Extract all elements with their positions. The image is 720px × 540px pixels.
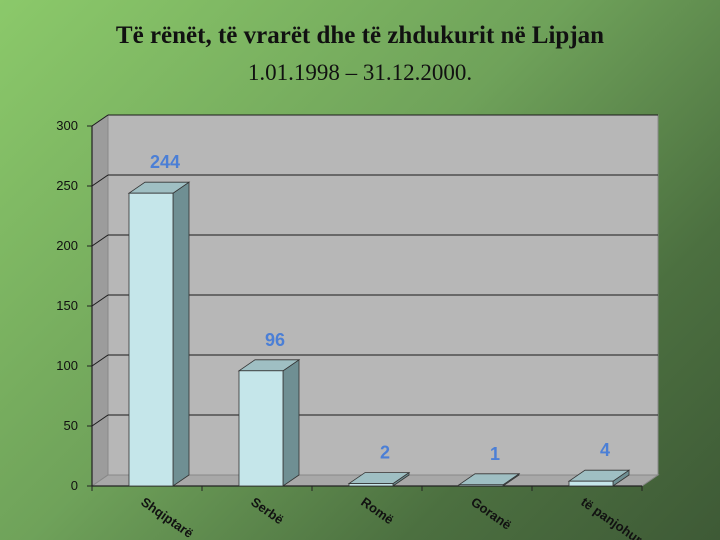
bar-side	[282, 359, 300, 487]
gridline-side	[91, 414, 109, 427]
bar	[128, 192, 174, 487]
x-tick-label: Serbë	[248, 494, 286, 527]
bar	[348, 483, 394, 487]
x-tick-label: Goranë	[468, 494, 514, 532]
bar-side	[172, 181, 190, 487]
bar	[568, 480, 614, 487]
gridline-side	[91, 234, 109, 247]
y-tick-label: 0	[71, 478, 78, 493]
data-label: 1	[490, 444, 500, 464]
gridline-side	[91, 174, 109, 187]
data-label: 4	[600, 440, 610, 460]
y-tick-label: 300	[56, 118, 78, 133]
data-label: 2	[380, 443, 390, 463]
bar	[458, 484, 504, 487]
slide-subtitle: 1.01.1998 – 31.12.2000.	[247, 60, 473, 85]
y-tick-label: 150	[56, 298, 78, 313]
gridline-side	[91, 354, 109, 367]
y-tick-label: 250	[56, 178, 78, 193]
bar	[238, 370, 284, 487]
gridline-side	[91, 294, 109, 307]
y-tick-label: 50	[64, 418, 78, 433]
x-tick-label: Romë	[358, 494, 396, 527]
x-tick-label: Shqiptarë	[138, 494, 196, 540]
data-label: 244	[150, 152, 180, 172]
y-tick-label: 200	[56, 238, 78, 253]
slide-title: Të rënët, të vrarët dhe të zhdukurit në …	[115, 22, 605, 49]
gridline-side	[91, 114, 109, 127]
data-label: 96	[265, 330, 285, 350]
y-tick-label: 100	[56, 358, 78, 373]
x-tick-label: të panjohur	[578, 494, 645, 540]
